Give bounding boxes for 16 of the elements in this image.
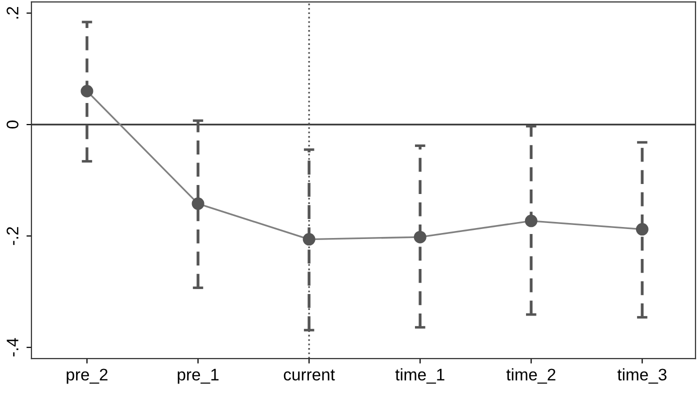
x-tick-label: time_1 <box>395 368 444 384</box>
point <box>636 223 648 236</box>
y-tick-label: -.4 <box>6 338 18 356</box>
point <box>302 233 316 246</box>
y-tick-label: .2 <box>6 7 18 19</box>
x-tick-label: current <box>284 370 335 381</box>
x-tick-label: pre_2 <box>66 368 108 384</box>
y-tick-label: 0 <box>6 120 18 129</box>
x-tick-label: time_3 <box>617 368 666 384</box>
point <box>192 197 204 210</box>
point <box>80 84 94 98</box>
x-tick-label: pre_1 <box>178 368 219 384</box>
point <box>414 230 426 244</box>
point <box>524 214 538 228</box>
x-tick-label: time_2 <box>506 368 556 384</box>
y-tick-label: -.2 <box>6 227 18 245</box>
